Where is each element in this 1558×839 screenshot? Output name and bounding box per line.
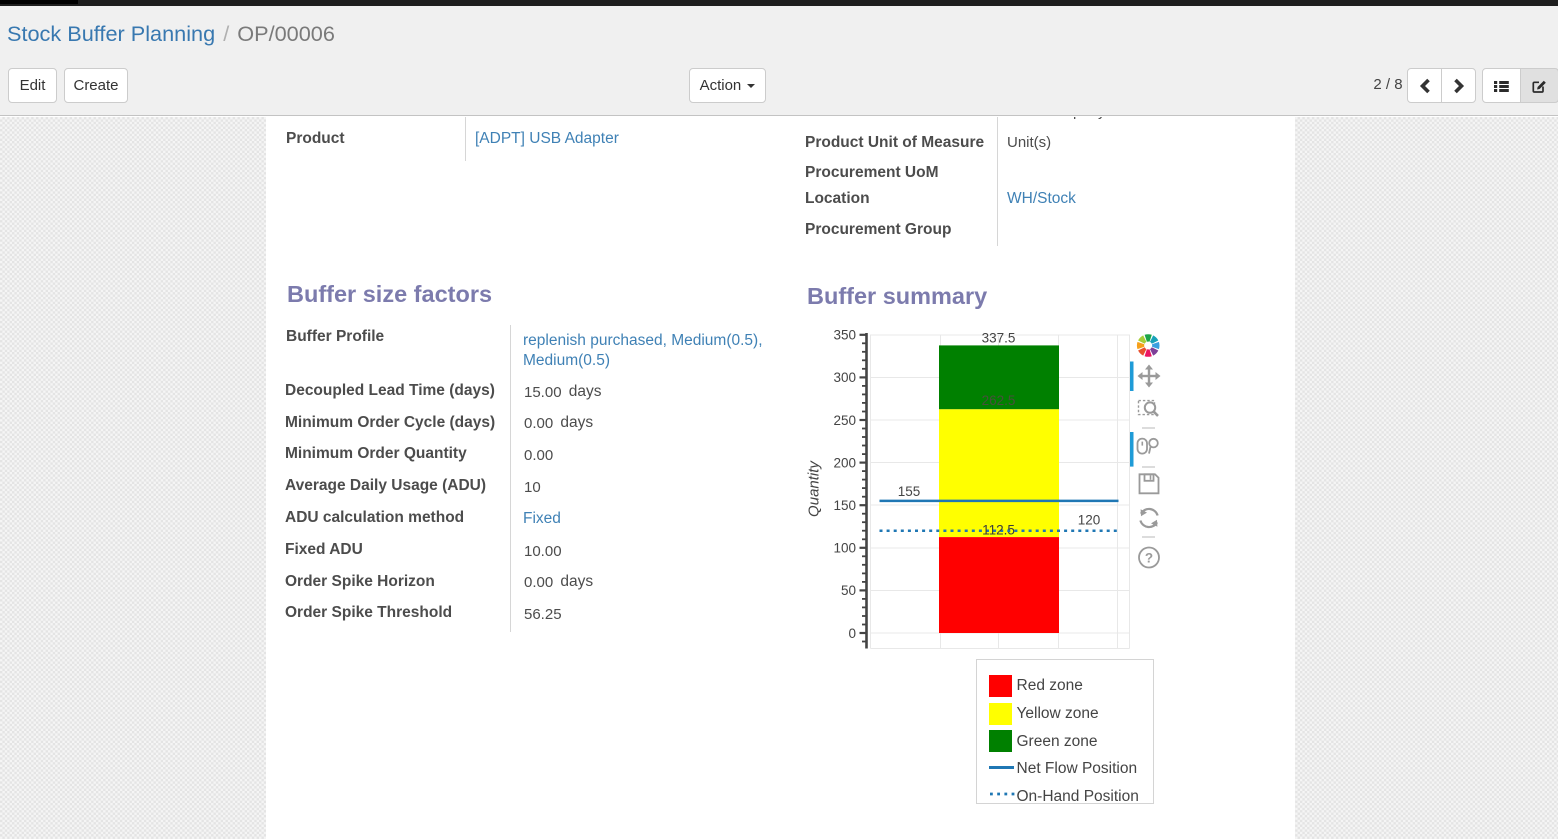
svg-text:337.5: 337.5 <box>982 331 1016 346</box>
svg-text:120: 120 <box>1078 513 1101 528</box>
svg-text:155: 155 <box>898 484 921 499</box>
svg-text:250: 250 <box>833 413 856 428</box>
svg-text:50: 50 <box>841 583 856 598</box>
svg-text:Quantity: Quantity <box>806 460 823 517</box>
svg-text:112.5: 112.5 <box>982 523 1015 538</box>
svg-text:350: 350 <box>833 328 856 343</box>
svg-text:100: 100 <box>833 541 856 556</box>
svg-text:262.5: 262.5 <box>982 393 1016 408</box>
svg-text:0: 0 <box>848 626 856 641</box>
svg-text:300: 300 <box>833 370 856 385</box>
svg-text:200: 200 <box>833 455 856 470</box>
svg-text:?: ? <box>1145 551 1153 566</box>
svg-text:150: 150 <box>833 498 856 513</box>
